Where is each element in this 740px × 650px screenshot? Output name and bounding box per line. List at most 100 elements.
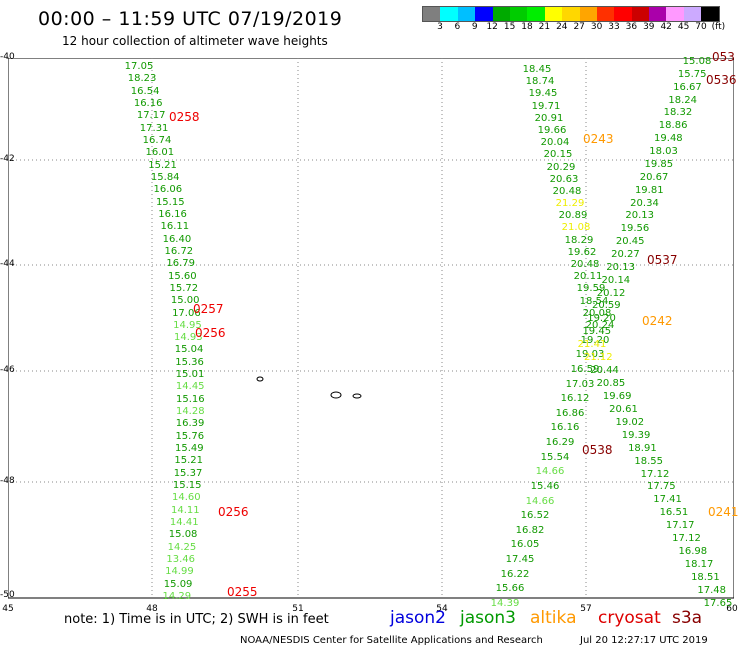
map-title: 00:00 – 11:59 UTC 07/19/2019 xyxy=(38,8,343,30)
wave-height-value: 16.67 xyxy=(673,81,702,93)
wave-height-value: 16.16 xyxy=(550,422,580,434)
colorbar-swatch xyxy=(579,7,597,21)
colorbar-swatch xyxy=(475,7,493,21)
island-outlines xyxy=(256,376,362,399)
colorbar-label: 39 xyxy=(643,22,655,32)
wave-height-value: 20.04 xyxy=(540,137,570,149)
colorbar-label: 12 xyxy=(486,22,498,32)
wave-height-value: 20.13 xyxy=(625,210,655,222)
wave-height-value: 21.41 xyxy=(577,339,607,350)
wave-height-value: 14.93 xyxy=(173,332,203,344)
colorbar-label: 18 xyxy=(521,22,533,32)
longitude-label: 57 xyxy=(580,604,592,614)
wave-height-value: 19.48 xyxy=(654,133,683,145)
wave-height-value: 15.60 xyxy=(168,270,197,282)
wave-height-value: 17.03 xyxy=(565,378,595,390)
colorbar-swatch xyxy=(492,7,510,21)
wave-height-value: 15.76 xyxy=(175,430,205,442)
colorbar-swatch xyxy=(631,7,650,21)
wave-height-value: 18.54 xyxy=(579,295,609,307)
colorbar-swatch xyxy=(544,7,563,21)
colorbar-label: 33 xyxy=(608,22,620,32)
wave-height-value: 18.32 xyxy=(663,107,693,119)
wave-height-value: 18.23 xyxy=(127,73,157,85)
wave-height-value: 20.24 xyxy=(585,320,615,331)
wave-height-value: 21.08 xyxy=(561,222,591,234)
wave-height-value: 15.15 xyxy=(155,196,185,208)
wave-height-value: 20.08 xyxy=(582,307,612,319)
wave-height-value: 14.45 xyxy=(175,381,205,393)
wave-height-value: 16.29 xyxy=(545,437,575,449)
wave-height-value: 14.28 xyxy=(175,406,205,418)
wave-height-value: 15.37 xyxy=(173,467,203,479)
wave-height-value: 19.39 xyxy=(621,429,651,441)
wave-height-value: 17.41 xyxy=(653,494,682,506)
wave-height-value: 16.72 xyxy=(164,245,194,257)
wave-height-value: 20.91 xyxy=(534,112,564,124)
wave-height-value: 16.05 xyxy=(510,539,540,551)
pass-time-label: 0536 xyxy=(706,73,737,87)
latitude-label: -40 xyxy=(0,52,15,62)
wave-height-value: 18.55 xyxy=(634,455,664,467)
wave-height-value: 19.03 xyxy=(575,349,605,361)
longitude-label: 45 xyxy=(2,604,14,614)
colorbar-swatch xyxy=(509,7,528,21)
wave-height-value: 16.40 xyxy=(162,233,192,245)
colorbar-label: 9 xyxy=(471,22,478,32)
footer-credit: NOAA/NESDIS Center for Satellite Applica… xyxy=(240,635,543,646)
wave-height-value: 15.04 xyxy=(174,344,204,356)
wave-height-value: 17.65 xyxy=(703,598,733,609)
pass-time-label: 0256 xyxy=(218,505,249,519)
wave-height-value: 14.25 xyxy=(167,541,197,553)
wave-height-value: 21.12 xyxy=(583,351,613,363)
wave-height-value: 19.66 xyxy=(537,124,567,136)
wave-height-value: 20.12 xyxy=(596,287,626,299)
wave-height-value: 16.86 xyxy=(555,407,585,419)
wave-height-value: 21.29 xyxy=(555,198,585,210)
wave-height-value: 17.17 xyxy=(665,520,695,532)
wave-height-value: 15.15 xyxy=(172,480,202,492)
wave-height-value: 16.16 xyxy=(133,97,163,109)
latitude-label: -50 xyxy=(0,590,15,600)
pass-time-label: 0241 xyxy=(708,505,739,519)
wave-height-value: 16.06 xyxy=(153,184,183,196)
wave-height-value: 17.05 xyxy=(124,61,154,72)
latitude-label: -42 xyxy=(0,154,15,164)
wave-height-value: 16.54 xyxy=(130,85,160,97)
legend-s3a: s3a xyxy=(672,608,703,628)
wave-height-value: 18.74 xyxy=(525,76,555,88)
wave-height-value: 17.31 xyxy=(139,122,169,134)
pass-time-label: 0242 xyxy=(642,314,673,328)
longitude-label: 54 xyxy=(436,604,448,614)
wave-height-value: 15.16 xyxy=(176,393,205,405)
wave-height-value: 16.59 xyxy=(570,363,600,375)
wave-height-value: 15.09 xyxy=(163,578,193,590)
wave-height-value: 19.20 xyxy=(587,313,616,325)
wave-height-value: 16.16 xyxy=(158,208,187,220)
colorbar-label: 30 xyxy=(590,22,603,32)
wave-height-value: 16.01 xyxy=(145,147,175,159)
wave-height-value: 19.45 xyxy=(582,326,612,338)
wave-height-value: 20.89 xyxy=(558,210,588,222)
wave-height-value: 20.85 xyxy=(596,377,626,389)
wave-height-value: 19.02 xyxy=(615,416,645,428)
wave-height-value: 18.86 xyxy=(658,120,688,132)
wave-height-value: 20.45 xyxy=(615,236,645,248)
wave-height-value: 14.66 xyxy=(535,466,565,478)
longitude-label: 51 xyxy=(292,604,304,614)
wave-height-value: 16.51 xyxy=(659,507,689,519)
wave-height-value: 14.60 xyxy=(171,492,201,504)
wave-height-value: 14.11 xyxy=(171,504,200,516)
colorbar-label: 24 xyxy=(556,22,568,32)
wave-height-value: 15.01 xyxy=(175,369,205,381)
wave-height-value: 17.17 xyxy=(136,110,166,122)
colorbar xyxy=(422,6,720,22)
wave-height-value: 16.79 xyxy=(166,258,195,270)
longitude-label: 60 xyxy=(726,604,738,614)
legend-cryosat: cryosat xyxy=(598,608,661,628)
colorbar-swatch xyxy=(457,7,476,21)
wave-height-value: 19.45 xyxy=(528,88,558,100)
latitude-label: -44 xyxy=(0,259,15,269)
wave-height-value: 15.08 xyxy=(168,529,198,541)
pass-time-label: 0243 xyxy=(583,132,614,146)
